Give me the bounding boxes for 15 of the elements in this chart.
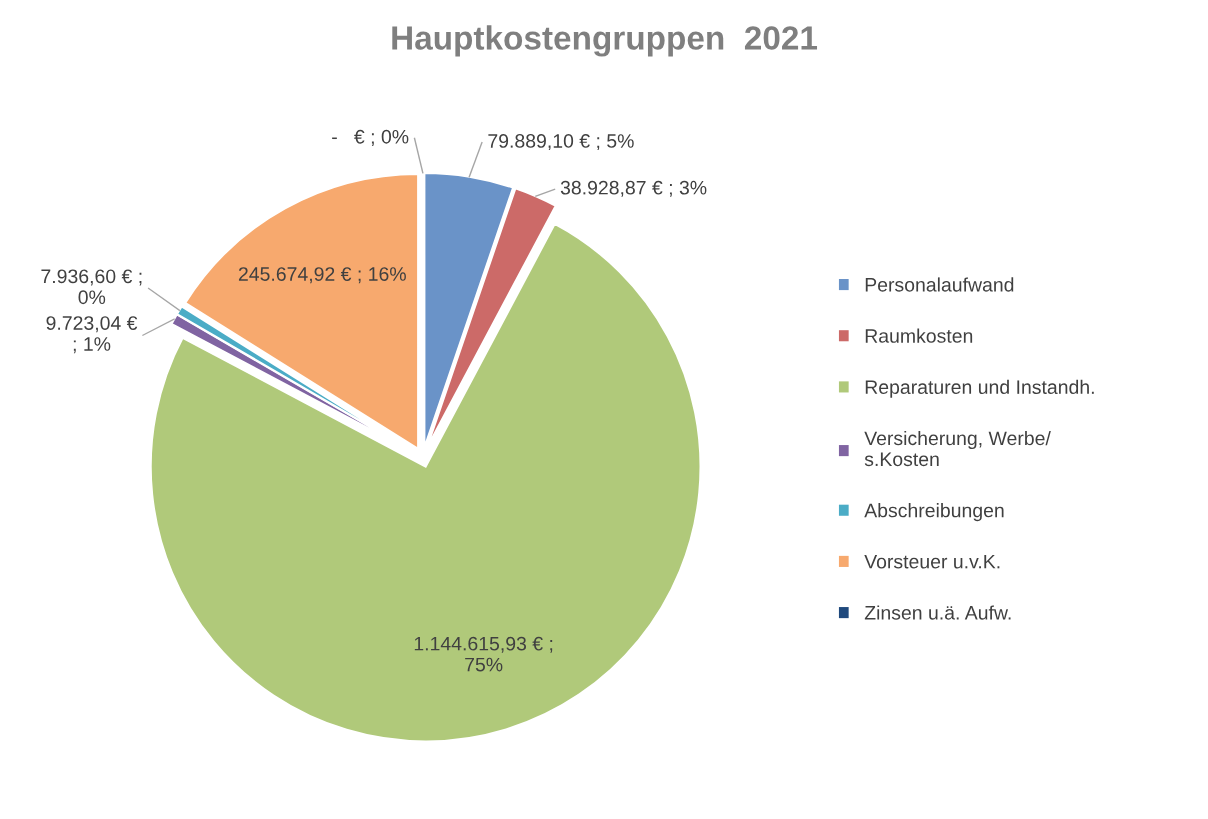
legend-label: Personalaufwand bbox=[865, 277, 1014, 292]
data-label: 7.936,60 € ; 0% bbox=[41, 269, 142, 305]
legend-label: Zinsen u.ä. Aufw. bbox=[864, 605, 1011, 620]
data-label: 9.723,04 € ; 1% bbox=[46, 316, 138, 354]
data-label: 1.144.615,93 € ; 75% bbox=[414, 636, 553, 672]
legend-label: Vorsteuer u.v.K. bbox=[864, 554, 1000, 569]
data-label: 79.889,10 € ; 5% bbox=[488, 134, 634, 151]
legend-label: Reparaturen und Instandh. bbox=[865, 379, 1094, 398]
legend-label: Versicherung, Werbe/ s.Kosten bbox=[864, 430, 1051, 467]
data-label: 38.928,87 € ; 3% bbox=[560, 180, 707, 197]
legend-label: Abschreibungen bbox=[864, 503, 1004, 522]
legend-label: Raumkosten bbox=[865, 328, 973, 343]
text: - € ; 0% bbox=[332, 129, 409, 146]
data-label: 245.674,92 € ; 16% bbox=[238, 267, 406, 284]
chart-title: Hauptkostengruppen 2021 bbox=[392, 25, 818, 57]
